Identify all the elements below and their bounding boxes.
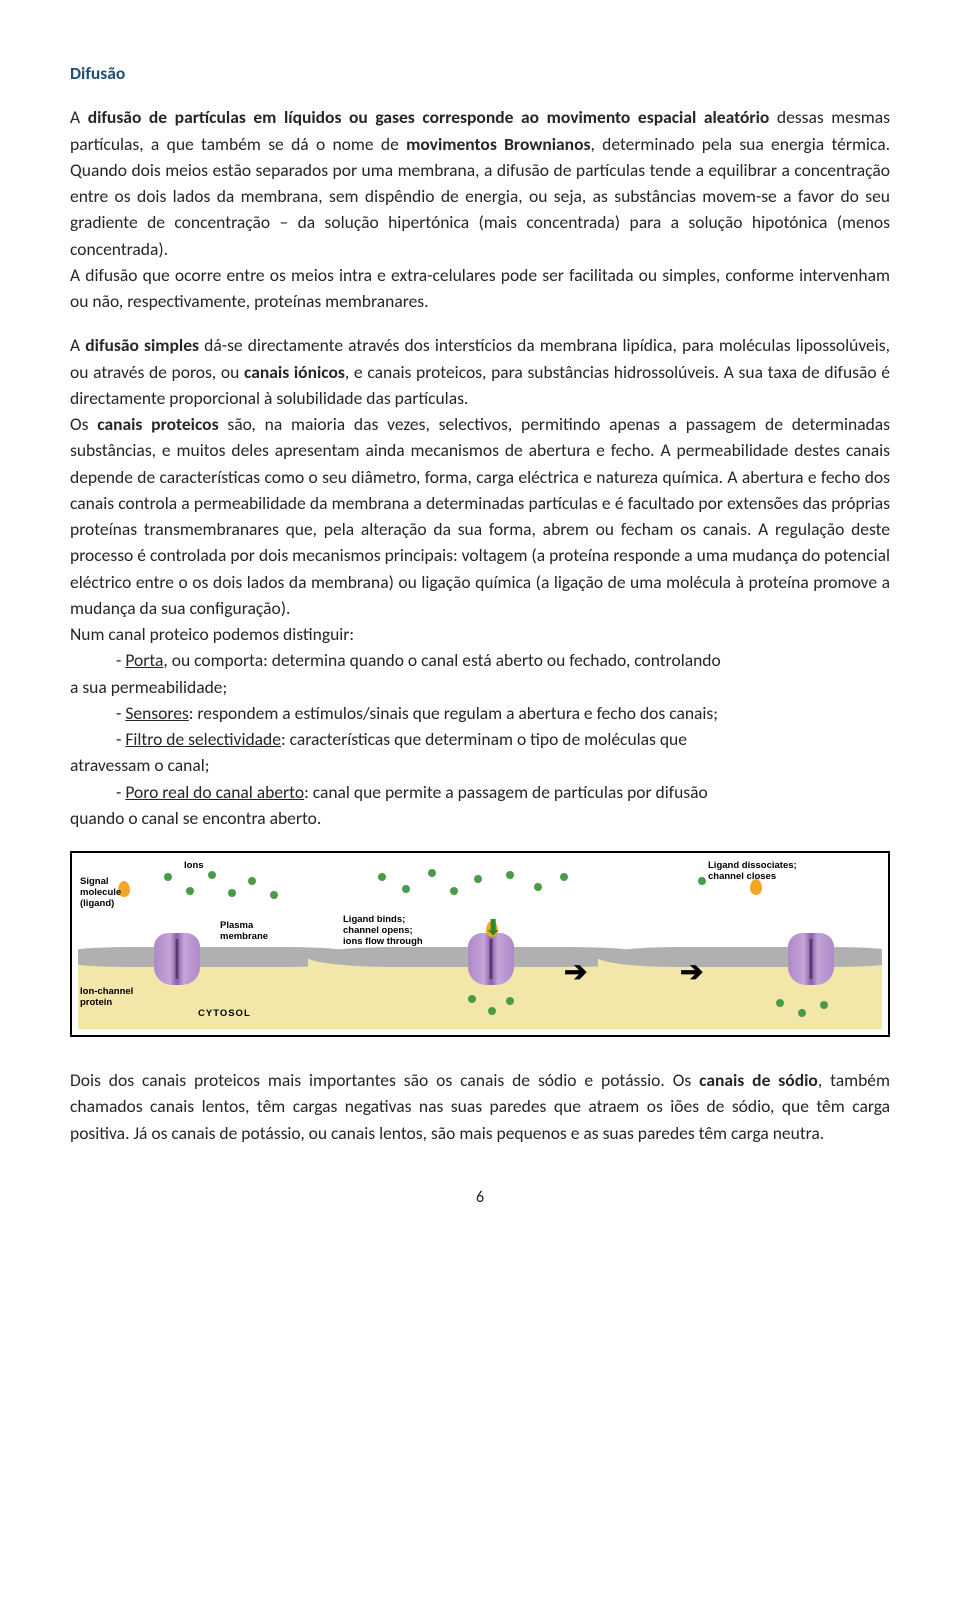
paragraph-3: A difusão simples dá-se directamente atr… bbox=[70, 332, 890, 411]
page-title: Difusão bbox=[70, 60, 890, 86]
paragraph-6: Dois dos canais proteicos mais important… bbox=[70, 1067, 890, 1146]
list-item-poro-cont: quando o canal se encontra aberto. bbox=[70, 805, 890, 831]
ion-icon bbox=[450, 887, 458, 895]
diagram-panel-1: Signal molecule (ligand) Ions Plasma mem… bbox=[78, 859, 338, 1029]
diagram-canvas: Signal molecule (ligand) Ions Plasma mem… bbox=[78, 859, 882, 1029]
list-item-filtro-cont: atravessam o canal; bbox=[70, 752, 890, 778]
ion-channel-diagram: Signal molecule (ligand) Ions Plasma mem… bbox=[70, 851, 890, 1037]
ion-icon bbox=[560, 873, 568, 881]
ion-icon bbox=[428, 869, 436, 877]
text-bold: canais proteicos bbox=[97, 413, 218, 435]
cytosol-region bbox=[598, 959, 882, 1029]
ion-icon bbox=[208, 871, 216, 879]
list-item-filtro: - Filtro de selectividade: característic… bbox=[70, 726, 890, 752]
text: A bbox=[70, 334, 85, 356]
ion-icon bbox=[820, 1001, 828, 1009]
label-cytosol: CYTOSOL bbox=[198, 1009, 251, 1020]
paragraph-4: Os canais proteicos são, na maioria das … bbox=[70, 411, 890, 621]
text-underline: Filtro de selectividade bbox=[125, 728, 281, 750]
arrow-icon: ➔ bbox=[564, 951, 587, 993]
text: são, na maioria das vezes, selectivos, p… bbox=[70, 413, 890, 619]
ion-icon bbox=[488, 1007, 496, 1015]
text: - bbox=[116, 728, 125, 750]
ion-icon bbox=[798, 1009, 806, 1017]
ion-icon bbox=[506, 871, 514, 879]
ion-icon bbox=[698, 877, 706, 885]
text: A bbox=[70, 106, 88, 128]
plasma-membrane-shape bbox=[598, 947, 882, 967]
ion-channel-shape bbox=[154, 933, 200, 985]
ion-icon bbox=[186, 887, 194, 895]
label-ligand-dissociates: Ligand dissociates; channel closes bbox=[708, 861, 797, 883]
text: Os bbox=[70, 413, 97, 435]
text-bold: canais iónicos bbox=[244, 361, 345, 383]
text: - bbox=[116, 781, 125, 803]
ion-icon bbox=[776, 999, 784, 1007]
text-bold: canais de sódio bbox=[699, 1069, 818, 1091]
ion-icon bbox=[506, 997, 514, 1005]
text: - bbox=[116, 649, 125, 671]
diagram-panel-3: Ligand dissociates; channel closes bbox=[628, 859, 882, 1029]
ion-icon bbox=[378, 873, 386, 881]
label-plasma-membrane: Plasma membrane bbox=[220, 921, 268, 943]
text: Dois dos canais proteicos mais important… bbox=[70, 1069, 699, 1091]
list-item-poro: - Poro real do canal aberto: canal que p… bbox=[70, 779, 890, 805]
text: : respondem a estímulos/sinais que regul… bbox=[189, 702, 718, 724]
ion-icon bbox=[468, 995, 476, 1003]
text: : canal que permite a passagem de partíc… bbox=[304, 781, 708, 803]
list-item-sensores: - Sensores: respondem a estímulos/sinais… bbox=[70, 700, 890, 726]
page-number: 6 bbox=[70, 1186, 890, 1210]
text-bold: difusão de partículas em líquidos ou gas… bbox=[88, 106, 770, 128]
text-underline: Porta bbox=[125, 649, 163, 671]
text-bold: difusão simples bbox=[85, 334, 199, 356]
label-signal-molecule: Signal molecule (ligand) bbox=[80, 877, 121, 910]
label-ion-channel-protein: Ion-channel protein bbox=[80, 987, 133, 1009]
text-bold: movimentos Brownianos bbox=[406, 133, 590, 155]
text: : características que determinam o tipo … bbox=[281, 728, 687, 750]
text: , ou comporta: determina quando o canal … bbox=[163, 649, 720, 671]
list-item-porta: - Porta, ou comporta: determina quando o… bbox=[70, 647, 890, 673]
text-underline: Sensores bbox=[125, 702, 188, 724]
paragraph-2: A difusão que ocorre entre os meios intr… bbox=[70, 262, 890, 315]
ion-icon bbox=[474, 875, 482, 883]
paragraph-1: A difusão de partículas em líquidos ou g… bbox=[70, 104, 890, 262]
ion-icon bbox=[270, 891, 278, 899]
arrow-icon: ➔ bbox=[680, 951, 703, 993]
ion-icon bbox=[228, 889, 236, 897]
ion-icon bbox=[164, 873, 172, 881]
ion-icon bbox=[402, 885, 410, 893]
text: - bbox=[116, 702, 125, 724]
text-underline: Poro real do canal aberto bbox=[125, 781, 304, 803]
ion-channel-shape bbox=[788, 933, 834, 985]
label-ions: Ions bbox=[184, 861, 204, 872]
ion-icon bbox=[534, 883, 542, 891]
flow-arrow-icon: ⬇ bbox=[484, 911, 502, 944]
diagram-panel-2: ⬇ bbox=[338, 859, 628, 1029]
list-item-porta-cont: a sua permeabilidade; bbox=[70, 674, 890, 700]
ion-icon bbox=[248, 877, 256, 885]
paragraph-5: Num canal proteico podemos distinguir: bbox=[70, 621, 890, 647]
